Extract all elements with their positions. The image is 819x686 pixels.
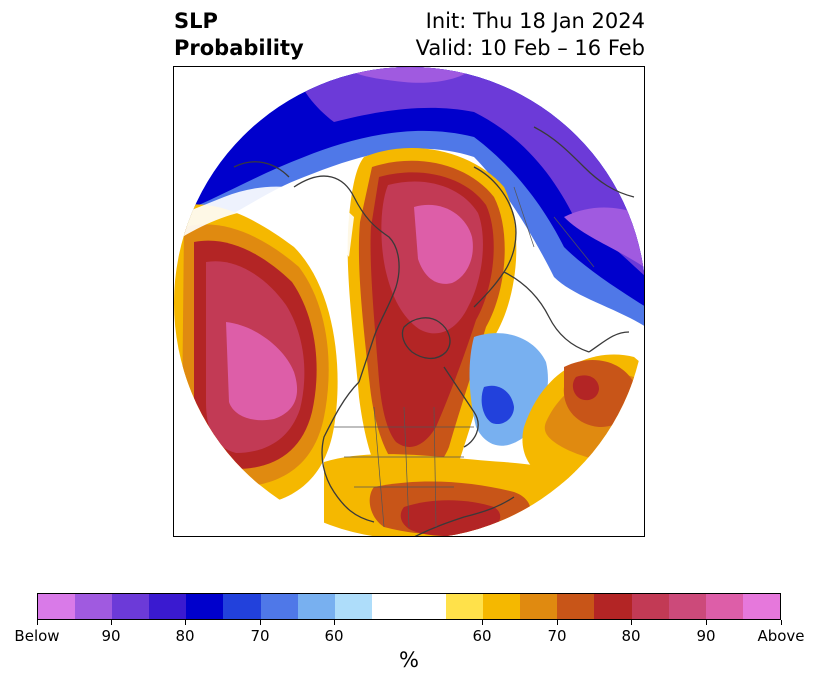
colorbar-segment [112, 594, 150, 619]
colorbar-tick [110, 620, 112, 625]
colorbar-tick [333, 620, 335, 625]
colorbar-segment [371, 594, 447, 619]
colorbar-tick [705, 620, 707, 625]
above-region-europe-red [572, 375, 599, 401]
colorbar-tick-label: 70 [250, 627, 270, 645]
colorbar-segment [149, 594, 187, 619]
colorbar-segment [186, 594, 224, 619]
colorbar-tick-label: 90 [696, 627, 716, 645]
colorbar-segment [594, 594, 632, 619]
colorbar-segment [705, 594, 743, 619]
above-region-pacific-pink [226, 322, 298, 421]
colorbar-tick [556, 620, 558, 625]
colorbar-segment [668, 594, 706, 619]
colorbar-tick-label: 70 [547, 627, 567, 645]
colorbar-tick-label: Above [757, 627, 805, 645]
colorbar-segment [38, 594, 76, 619]
colorbar-tick [780, 620, 782, 625]
colorbar-segment [297, 594, 335, 619]
colorbar-segment [631, 594, 669, 619]
map-title: SLP Probability [174, 8, 304, 62]
coastlines [233, 126, 635, 536]
colorbar-tick-label: 90 [101, 627, 121, 645]
colorbar-segment [223, 594, 261, 619]
valid-date: Valid: 10 Feb – 16 Feb [415, 36, 645, 60]
above-region-arctic-pink [414, 204, 473, 284]
colorbar-segment [446, 594, 484, 619]
init-date: Init: Thu 18 Jan 2024 [425, 9, 645, 33]
below-region-east-violet [564, 207, 644, 267]
colorbar-tick-label: 60 [472, 627, 492, 645]
colorbar-tick [481, 620, 483, 625]
colorbar-tick-label: Below [14, 627, 60, 645]
colorbar-segment [260, 594, 298, 619]
borders [334, 186, 595, 528]
near-normal-band [174, 186, 354, 257]
title-product: Probability [174, 36, 304, 60]
colorbar-tick [36, 620, 38, 625]
colorbar-unit: % [399, 648, 419, 672]
title-variable: SLP [174, 9, 218, 33]
colorbar-tick-label: 80 [175, 627, 195, 645]
colorbar-segment [75, 594, 113, 619]
map-dates: Init: Thu 18 Jan 2024 Valid: 10 Feb – 16… [416, 8, 645, 62]
colorbar-tick-label: 60 [324, 627, 344, 645]
colorbar-segment [742, 594, 780, 619]
colorbar-tick [259, 620, 261, 625]
colorbar-segment [557, 594, 595, 619]
map-panel [173, 66, 645, 537]
probability-colorbar [37, 593, 781, 620]
colorbar-tick [184, 620, 186, 625]
below-region-north-purple [294, 67, 644, 277]
colorbar-tick-label: 80 [621, 627, 641, 645]
colorbar-segment [520, 594, 558, 619]
below-region-violet [344, 67, 474, 83]
below-region-atlantic-core [481, 385, 514, 425]
probability-map [174, 67, 644, 536]
above-region-us-red [400, 500, 501, 536]
colorbar-tick [630, 620, 632, 625]
colorbar-segment [483, 594, 521, 619]
colorbar-segment [334, 594, 372, 619]
